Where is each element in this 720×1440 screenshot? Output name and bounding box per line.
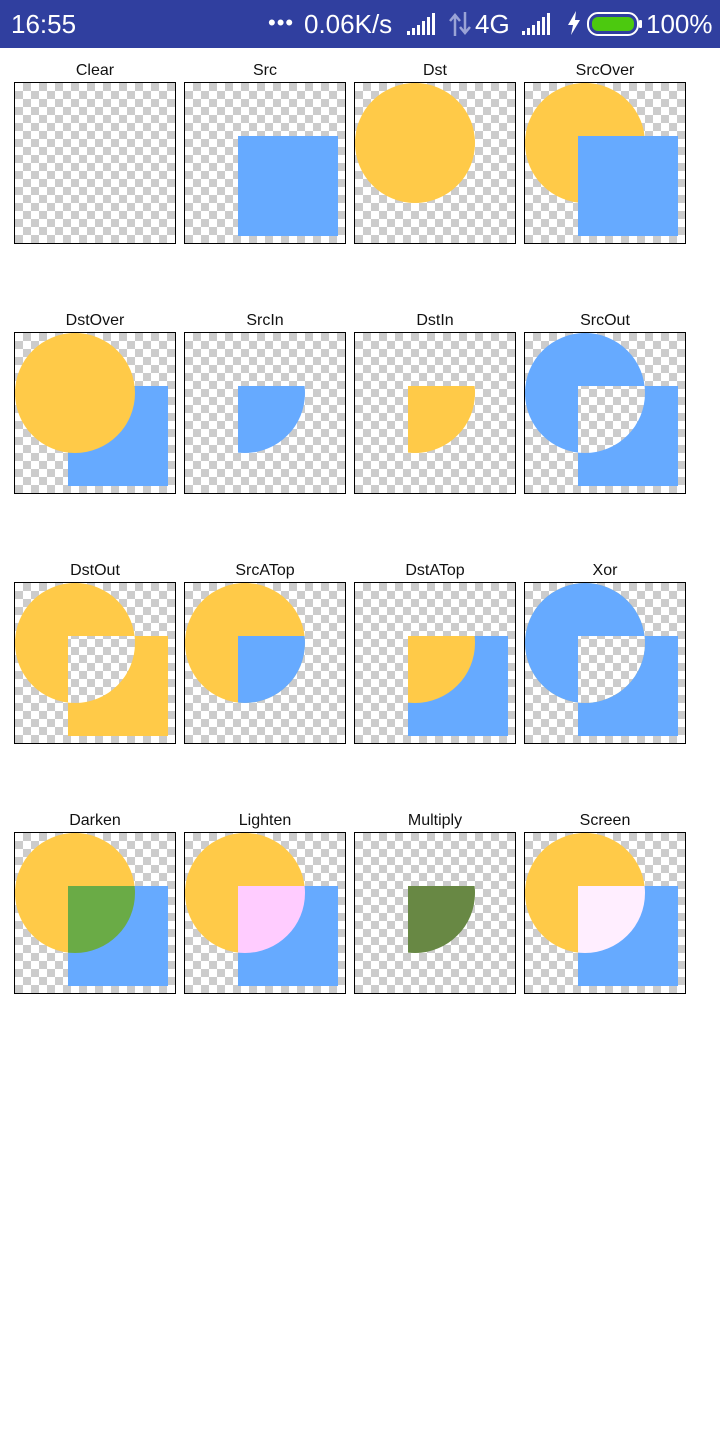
- composite-canvas: [14, 832, 176, 994]
- mode-label: Multiply: [407, 812, 463, 829]
- src-square: [525, 333, 678, 486]
- mode-label: SrcIn: [246, 312, 284, 329]
- mode-label: Xor: [592, 562, 618, 579]
- src-square: [525, 583, 678, 736]
- mode-label: SrcATop: [235, 562, 295, 579]
- mode-cell-xor: Xor: [524, 560, 686, 744]
- mode-label: Lighten: [238, 812, 292, 829]
- composite-canvas: [14, 332, 176, 494]
- composite-canvas: [184, 582, 346, 744]
- charging-bolt-icon: [567, 11, 581, 40]
- composite-canvas: [184, 82, 346, 244]
- src-square: [238, 136, 338, 236]
- mode-label: Dst: [423, 62, 447, 79]
- dst-circle: [15, 583, 168, 736]
- composite-canvas: [354, 332, 516, 494]
- battery-percent: 100%: [646, 9, 713, 39]
- mode-label: DstIn: [416, 312, 454, 329]
- network-speed: 0.06K/s: [304, 9, 393, 39]
- mode-label: DstATop: [405, 562, 465, 579]
- mode-cell-dstatop: DstATop: [354, 560, 516, 744]
- mode-cell-dst: Dst: [354, 60, 516, 244]
- more-dots-icon: •••: [268, 10, 295, 35]
- mode-cell-clear: Clear: [14, 60, 176, 244]
- mode-cell-darken: Darken: [14, 810, 176, 994]
- src-square: [238, 386, 305, 453]
- composite-canvas: [524, 582, 686, 744]
- composite-canvas: [184, 332, 346, 494]
- dst-circle: [15, 333, 135, 453]
- src-square: [238, 636, 305, 703]
- composite-canvas: [354, 832, 516, 994]
- mode-cell-multiply: Multiply: [354, 810, 516, 994]
- dst-circle: [408, 386, 475, 453]
- mode-cell-srcout: SrcOut: [524, 310, 686, 494]
- mode-label: DstOver: [65, 312, 125, 329]
- src-square: [578, 136, 678, 236]
- mode-label: SrcOver: [575, 62, 635, 79]
- mode-cell-dstin: DstIn: [354, 310, 516, 494]
- composite-canvas: [14, 582, 176, 744]
- dst-circle: [355, 83, 475, 203]
- battery-fill: [592, 17, 634, 31]
- mode-label: Screen: [579, 812, 631, 829]
- composite-canvas: [14, 82, 176, 244]
- mode-cell-srcover: SrcOver: [524, 60, 686, 244]
- composite-canvas: [524, 332, 686, 494]
- mode-cell-srcatop: SrcATop: [184, 560, 346, 744]
- data-arrows-icon: [449, 12, 471, 41]
- signal-icon: [522, 13, 554, 40]
- composite-canvas: [184, 832, 346, 994]
- network-type: 4G: [475, 9, 510, 39]
- mode-cell-screen: Screen: [524, 810, 686, 994]
- battery-icon: [587, 12, 643, 41]
- mode-label: SrcOut: [580, 312, 630, 329]
- composite-canvas: [354, 582, 516, 744]
- mode-cell-dstover: DstOver: [14, 310, 176, 494]
- overlap-region: [408, 886, 475, 953]
- mode-label: Clear: [75, 62, 115, 79]
- mode-label: Src: [253, 62, 277, 79]
- mode-cell-src: Src: [184, 60, 346, 244]
- mode-cell-srcin: SrcIn: [184, 310, 346, 494]
- mode-label: Darken: [69, 812, 121, 829]
- composite-canvas: [524, 82, 686, 244]
- status-bar: 16:55 ••• 0.06K/s 4G: [0, 0, 720, 48]
- signal-icon: [407, 13, 439, 40]
- composite-canvas: [354, 82, 516, 244]
- mode-label: DstOut: [70, 562, 120, 579]
- mode-cell-dstout: DstOut: [14, 560, 176, 744]
- composite-canvas: [524, 832, 686, 994]
- dst-circle: [408, 636, 475, 703]
- mode-cell-lighten: Lighten: [184, 810, 346, 994]
- status-time: 16:55: [11, 9, 77, 39]
